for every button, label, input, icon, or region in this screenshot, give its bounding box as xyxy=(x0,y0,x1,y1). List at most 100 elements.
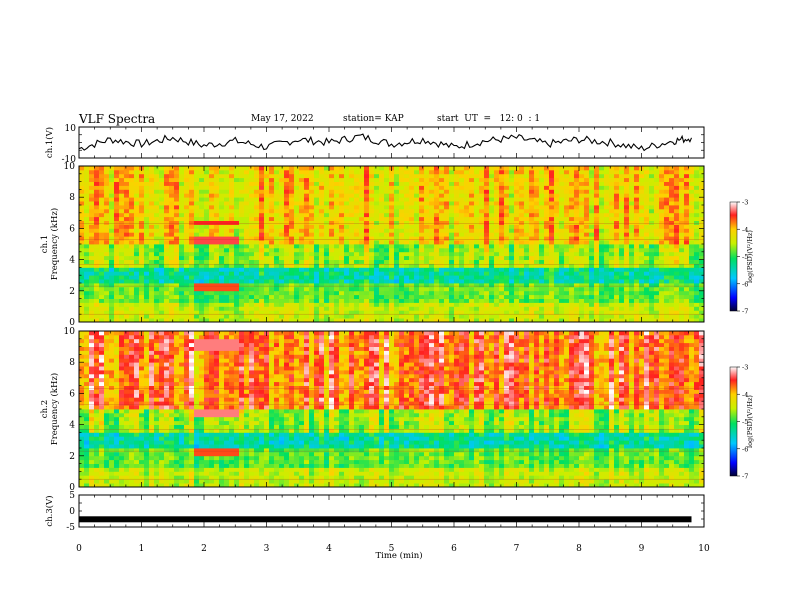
spectrogram-cell xyxy=(304,310,310,315)
spectrogram-cell xyxy=(399,193,405,198)
spectrogram-cell xyxy=(219,236,225,241)
spectrogram-cell xyxy=(229,310,235,315)
spectrogram-cell xyxy=(84,244,90,249)
spectrogram-cell xyxy=(129,294,135,299)
spectrogram-cell xyxy=(264,228,270,233)
spectrogram-cell xyxy=(224,224,230,229)
spectrogram-cell xyxy=(619,314,625,319)
spectrogram-cell xyxy=(569,236,575,241)
spectrogram-cell xyxy=(664,189,670,194)
spectrogram-cell xyxy=(219,318,225,323)
spectrogram-cell xyxy=(254,263,260,268)
spectrogram-cell xyxy=(404,259,410,264)
spectrogram-cell xyxy=(249,263,255,268)
spectrogram-cell xyxy=(379,240,385,245)
spectrogram-cell xyxy=(134,263,140,268)
spectrogram-cell xyxy=(569,193,575,198)
spectrogram-cell xyxy=(604,208,610,214)
spectrogram-cell xyxy=(289,193,295,198)
spectrogram-cell xyxy=(634,193,640,198)
spectrogram-cell xyxy=(119,267,125,272)
spectrogram-cell xyxy=(114,193,120,198)
spectrogram-cell xyxy=(279,314,285,319)
spectrogram-cell xyxy=(199,294,205,299)
spectrogram-cell xyxy=(669,263,675,268)
spectrogram-cell xyxy=(304,271,310,276)
spectrogram-cell xyxy=(294,244,300,249)
spectrogram-cell xyxy=(294,240,300,245)
spectrogram-cell xyxy=(324,212,330,218)
spectrogram-cell xyxy=(154,267,160,272)
spectrogram-cell xyxy=(684,193,690,198)
spectrogram-cell xyxy=(379,294,385,299)
spectrogram-cell xyxy=(654,169,660,175)
spectrogram-cell xyxy=(659,247,665,253)
spectrogram-cell xyxy=(89,298,95,303)
spectrogram-cell xyxy=(344,259,350,264)
spectrogram-cell xyxy=(349,306,355,311)
spectrogram-cell xyxy=(204,263,210,268)
spectrogram-cell xyxy=(469,228,475,233)
spectrogram-cell xyxy=(539,294,545,299)
spectrogram-cell xyxy=(144,181,150,186)
spectrogram-cell xyxy=(379,173,385,179)
spectrogram-cell xyxy=(164,189,170,194)
spectrogram-cell xyxy=(344,310,350,315)
spectrogram-cell xyxy=(569,240,575,245)
spectrogram-cell xyxy=(99,169,105,175)
spectrogram-cell xyxy=(664,298,670,303)
spectrogram-cell xyxy=(79,236,85,241)
spectrogram-cell xyxy=(654,212,660,218)
spectrogram-cell xyxy=(479,275,485,280)
spectrogram-cell xyxy=(144,169,150,175)
spectrogram-cell xyxy=(364,166,370,171)
spectrogram-cell xyxy=(369,247,375,253)
spectrogram-cell xyxy=(589,259,595,264)
spectrogram-cell xyxy=(559,255,565,260)
spectrogram-cell xyxy=(404,201,410,206)
spectrogram-cell xyxy=(259,201,265,206)
spectrogram-cell xyxy=(309,224,315,229)
spectrogram-cell xyxy=(584,228,590,233)
spectrogram-cell xyxy=(104,302,110,307)
spectrogram-cell xyxy=(574,267,580,272)
spectrogram-cell xyxy=(189,263,195,268)
spectrogram-cell xyxy=(584,279,590,284)
spectrogram-cell xyxy=(204,255,210,260)
spectrogram-cell xyxy=(539,185,545,190)
spectrogram-cell xyxy=(659,201,665,206)
spectrogram-cell xyxy=(394,255,400,260)
spectrogram-cell xyxy=(619,247,625,253)
spectrogram-cell xyxy=(694,177,700,182)
spectrogram-cell xyxy=(289,185,295,190)
spectrogram-cell xyxy=(304,177,310,182)
spectrogram-cell xyxy=(639,177,645,182)
spectrogram-cell xyxy=(449,232,455,237)
spectrogram-cell xyxy=(284,279,290,284)
spectrogram-cell xyxy=(359,173,365,179)
spectrogram-cell xyxy=(194,212,200,218)
spectrogram-cell xyxy=(574,251,580,257)
spectrogram-cell xyxy=(169,263,175,268)
spectrogram-cell xyxy=(494,271,500,276)
spectrogram-cell xyxy=(589,201,595,206)
spectrogram-cell xyxy=(599,224,605,229)
spectrogram-cell xyxy=(664,294,670,299)
spectrogram-cell xyxy=(174,259,180,264)
spectrogram-cell xyxy=(384,247,390,253)
spectrogram-cell xyxy=(519,275,525,280)
spectrogram-cell xyxy=(569,259,575,264)
spectrogram-cell xyxy=(444,189,450,194)
spectrogram-cell xyxy=(189,173,195,179)
spectrogram-cell xyxy=(699,298,705,303)
spectrogram-cell xyxy=(364,224,370,229)
spectrogram-cell xyxy=(424,290,430,296)
spectrogram-cell xyxy=(404,267,410,272)
spectrogram-cell xyxy=(644,306,650,311)
spectrogram-cell xyxy=(534,169,540,175)
spectrogram-cell xyxy=(149,314,155,319)
spectrogram-cell xyxy=(399,216,405,221)
spectrogram-cell xyxy=(184,177,190,182)
spectrogram-cell xyxy=(514,263,520,268)
spectrogram-cell xyxy=(639,244,645,249)
